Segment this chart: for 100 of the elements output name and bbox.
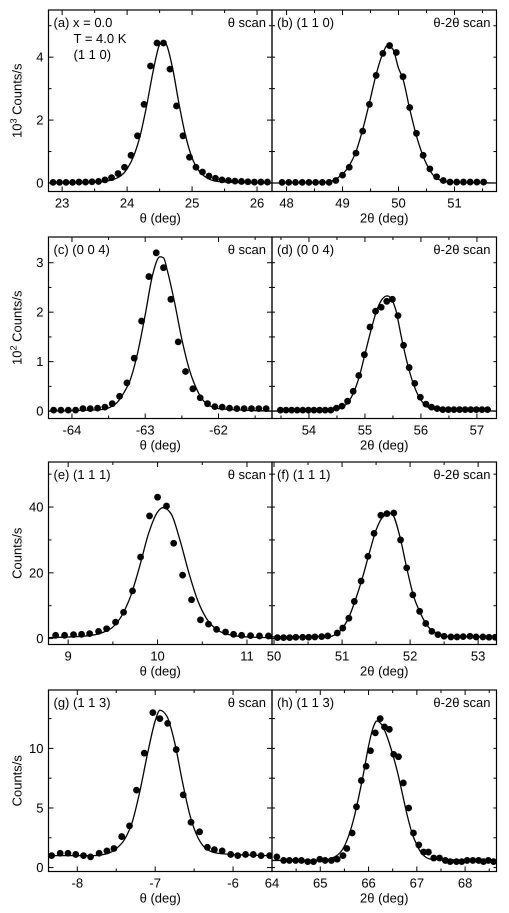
x-tick-label: 26 — [250, 196, 264, 210]
point — [434, 631, 442, 638]
point — [196, 394, 204, 402]
point — [359, 128, 366, 135]
point — [386, 42, 393, 49]
point — [86, 630, 94, 638]
point — [242, 851, 249, 858]
point — [226, 404, 233, 412]
point — [282, 406, 290, 414]
point — [338, 402, 346, 410]
point — [124, 379, 130, 386]
point — [116, 392, 123, 400]
point — [366, 100, 373, 108]
point — [173, 102, 180, 110]
point — [355, 372, 362, 379]
point — [204, 400, 211, 408]
point — [299, 406, 306, 414]
y-tick-label: 0 — [36, 176, 44, 191]
point — [234, 852, 242, 860]
point — [247, 632, 254, 640]
point — [80, 852, 87, 860]
point — [425, 848, 432, 856]
x-tick-label: 55 — [358, 422, 372, 438]
point — [339, 624, 346, 632]
annotation: (g) (1 1 3) — [54, 695, 111, 710]
point — [348, 830, 356, 836]
point — [346, 164, 353, 171]
point — [400, 342, 407, 349]
point — [334, 630, 341, 636]
x-tick-label: -6 — [227, 876, 239, 890]
point — [405, 804, 412, 812]
point — [64, 850, 72, 857]
point — [377, 512, 384, 519]
annotation: (b) (1 1 0) — [277, 15, 334, 30]
point — [366, 324, 374, 330]
point — [322, 857, 329, 864]
point — [460, 633, 467, 640]
point — [448, 634, 454, 640]
point — [332, 177, 340, 184]
point — [400, 73, 406, 80]
x-tick-label: 56 — [414, 422, 428, 438]
point — [490, 858, 496, 866]
annotation: θ-2θ scan — [433, 242, 490, 257]
point — [273, 853, 280, 860]
y-tick-label: 0 — [36, 631, 44, 646]
point — [298, 857, 305, 864]
y-tick-label: 3 — [36, 255, 44, 270]
y-tick-label: 20 — [29, 565, 44, 580]
point — [189, 385, 196, 392]
point — [416, 394, 424, 401]
point — [340, 852, 346, 860]
point — [416, 608, 424, 615]
point — [384, 510, 390, 518]
x-tick-label: 52 — [402, 648, 418, 664]
point — [160, 264, 167, 272]
y-tick-label: 1 — [36, 354, 44, 370]
point — [114, 170, 122, 177]
point — [149, 709, 156, 716]
point — [137, 554, 144, 560]
point — [353, 803, 360, 810]
point — [292, 178, 299, 186]
point — [316, 406, 323, 414]
point — [52, 632, 60, 639]
point — [110, 845, 118, 852]
point — [318, 633, 326, 640]
point — [232, 178, 238, 185]
point — [422, 400, 430, 408]
point — [225, 177, 232, 184]
annotation: (1 1 0) — [74, 47, 112, 62]
point — [305, 634, 312, 641]
point — [339, 172, 346, 179]
point — [292, 857, 300, 864]
point — [152, 249, 160, 256]
point — [78, 630, 85, 638]
point — [95, 178, 102, 185]
point — [134, 132, 141, 140]
point — [362, 762, 370, 770]
point — [145, 273, 152, 280]
point — [464, 857, 470, 864]
y-axis-title: Counts/s — [10, 527, 24, 579]
annotation: (d) (0 0 4) — [277, 242, 334, 257]
point — [244, 178, 252, 186]
y-tick-label: 10 — [29, 740, 44, 756]
point — [258, 178, 264, 186]
annotation: (e) (1 1 1) — [54, 467, 111, 482]
point — [453, 178, 460, 186]
point — [179, 572, 186, 579]
point — [456, 406, 463, 413]
point — [205, 620, 212, 628]
point — [299, 634, 306, 641]
annotation: (h) (1 1 3) — [277, 695, 334, 710]
x-tick-label: 50 — [266, 648, 282, 664]
annotation: θ-2θ scan — [433, 15, 490, 30]
x-axis-title: θ (deg) — [140, 438, 181, 452]
point — [466, 178, 474, 186]
point — [218, 176, 226, 184]
point — [94, 404, 101, 412]
point — [372, 730, 379, 736]
point — [298, 178, 306, 186]
point — [440, 177, 447, 184]
